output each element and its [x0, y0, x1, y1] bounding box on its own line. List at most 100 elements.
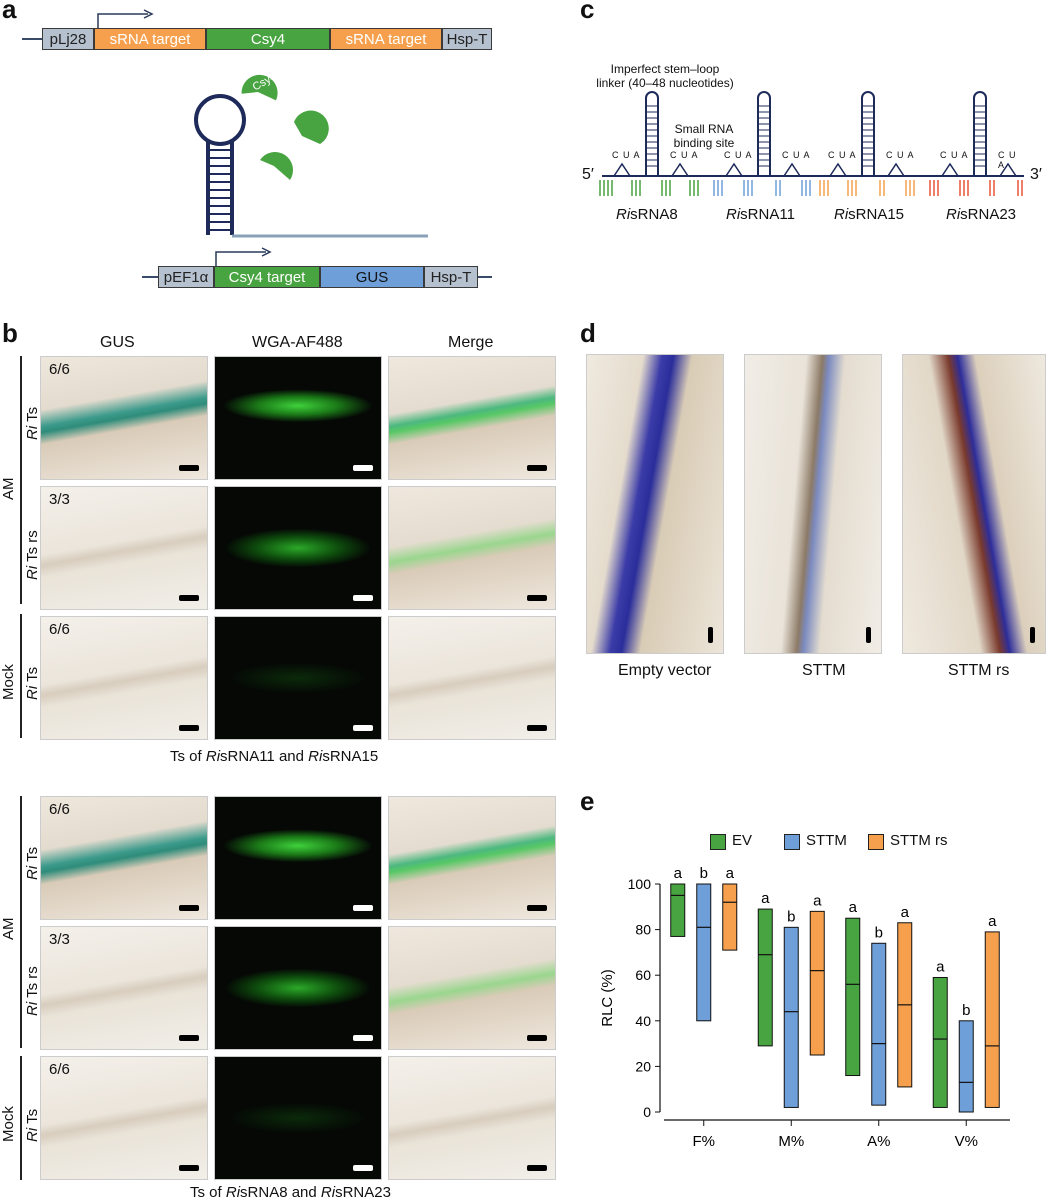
bulge-letters-6: C U A: [886, 150, 915, 160]
mock-bracket-line: [20, 1056, 22, 1180]
caption-part: Ri: [320, 1184, 336, 1201]
mock-label: Mock: [0, 664, 17, 700]
significance-letter: a: [988, 913, 997, 930]
row-label: Ri Ts rs: [24, 966, 41, 1016]
caption-bottom: Ts of RisRNA8 and RisRNA23: [190, 1184, 391, 1201]
row-label-rest: Ts: [24, 846, 41, 866]
box-sttm: [958, 1020, 974, 1113]
micrograph-merge: [388, 1056, 556, 1180]
panel-a-construct1: pLj28 sRNA target Csy4 sRNA target Hsp-T: [22, 28, 492, 50]
micrograph-gus: 3/3: [40, 926, 208, 1050]
scale-bar: [527, 905, 547, 911]
micrograph-merge: [388, 926, 556, 1050]
scale-bar: [179, 1035, 199, 1041]
row-label-rest: Ts: [24, 666, 41, 686]
legend-label-sttm: STTM: [806, 832, 847, 849]
box-ev: [845, 917, 861, 1077]
row-label-italic: Ri: [24, 1127, 41, 1142]
scale-bar: [179, 1165, 199, 1171]
fraction-label: 6/6: [49, 361, 70, 378]
row-label-rest: Ts rs: [24, 966, 41, 1002]
scale-bar: [527, 1035, 547, 1041]
caption-part: Ri: [225, 1184, 241, 1201]
micrograph-merge: [388, 356, 556, 480]
bulge-letters-1: C U A: [612, 150, 641, 160]
srna-label-15: RisRNA15: [834, 206, 904, 223]
bulge-letters-2: C U A: [670, 150, 699, 160]
terminator-box: Hsp-T: [424, 266, 478, 288]
row-label: Ri Ts: [24, 407, 41, 440]
significance-letter: a: [726, 865, 735, 882]
bulge-letters-3: C U A: [724, 150, 753, 160]
fraction-label: 6/6: [49, 801, 70, 818]
fraction-label: 6/6: [49, 1061, 70, 1078]
three-prime-label: 3′: [1030, 166, 1042, 183]
scale-bar: [179, 465, 199, 471]
label-sttm: STTM: [802, 662, 846, 679]
am-label: AM: [0, 917, 17, 941]
significance-letter: a: [674, 865, 683, 882]
caption-part: Ts of: [170, 748, 206, 765]
panel-a-label: a: [2, 0, 17, 24]
legend-label-sttm-rs: STTM rs: [890, 832, 948, 849]
micrograph-sttm-rs: [902, 354, 1046, 654]
bulge-letters-5: C U A: [828, 150, 857, 160]
significance-letter: a: [901, 904, 910, 921]
caption-part: sRNA11 and: [220, 748, 309, 765]
fraction-label: 3/3: [49, 491, 70, 508]
significance-letter: b: [962, 1002, 970, 1019]
scale-bar: [179, 595, 199, 601]
binding-label-line1: Small RNA: [674, 122, 734, 136]
scale-bar: [353, 465, 373, 471]
promoter-box: pEF1α: [158, 266, 214, 288]
bulge-letters-7: C U A: [940, 150, 969, 160]
box-ev: [757, 908, 773, 1047]
micrograph-wga: [214, 926, 382, 1050]
micrograph-wga: [214, 616, 382, 740]
x-tick-label: M%: [778, 1133, 804, 1148]
micrograph-empty-vector: [586, 354, 724, 654]
scale-bar: [527, 725, 547, 731]
micrograph-merge: [388, 616, 556, 740]
box-sttm: [696, 883, 712, 1022]
row-label-rest: Ts rs: [24, 530, 41, 566]
legend-swatch-sttm: [784, 834, 800, 850]
linker-label-line2: linker (40–48 nucleotides): [596, 76, 734, 90]
scale-bar: [1030, 627, 1035, 643]
significance-letter: a: [936, 958, 945, 975]
srna-label-rest: sRNA8: [630, 206, 678, 223]
micrograph-gus: 6/6: [40, 1056, 208, 1180]
y-tick-label: 0: [643, 1104, 651, 1120]
fraction-label: 3/3: [49, 931, 70, 948]
scale-bar: [708, 627, 713, 643]
box-ev: [670, 883, 686, 937]
panel-c-label: c: [580, 0, 595, 24]
bulge-letters-4: C U A: [782, 150, 811, 160]
x-tick-label: A%: [867, 1133, 890, 1148]
significance-letter: a: [813, 892, 822, 909]
srna-labels: RisRNA8 RisRNA11 RisRNA15 RisRNA23: [616, 206, 1036, 228]
scale-bar: [353, 595, 373, 601]
panel-d-label: d: [580, 318, 596, 348]
srna-label-italic: Ri: [726, 206, 741, 223]
am-bracket-line: [20, 356, 22, 604]
scale-bar: [527, 1165, 547, 1171]
micrograph-gus: 6/6: [40, 616, 208, 740]
row-label-italic: Ri: [24, 865, 41, 880]
caption-part: sRNA8 and: [240, 1184, 321, 1201]
column-header-wga: WGA-AF488: [252, 334, 343, 351]
scale-bar: [353, 725, 373, 731]
mock-bracket-line: [20, 614, 22, 738]
binding-label: Small RNA binding site: [664, 122, 744, 150]
scale-bar: [527, 595, 547, 601]
srna-label-italic: Ri: [834, 206, 849, 223]
micrograph-wga: [214, 356, 382, 480]
micrograph-gus: 6/6: [40, 356, 208, 480]
row-label-italic: Ri: [24, 685, 41, 700]
row-label-italic: Ri: [24, 1001, 41, 1016]
terminator-box: Hsp-T: [442, 28, 492, 50]
transcription-arrow: [215, 247, 272, 266]
scale-bar: [353, 905, 373, 911]
row-label: Ri Ts: [24, 1109, 41, 1142]
scale-bar: [179, 725, 199, 731]
